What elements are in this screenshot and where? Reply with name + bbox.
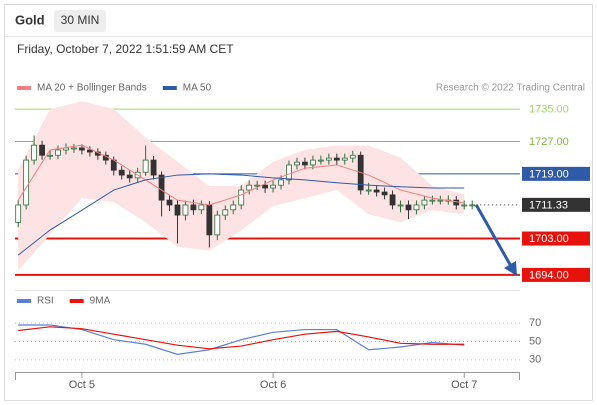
x-tick-label: Oct 5 (69, 379, 95, 391)
datetime: Friday, October 7, 2022 1:51:59 AM CET (17, 42, 234, 56)
candle-body (39, 144, 45, 156)
level-label: 1711.33 (529, 199, 568, 211)
x-tick-label: Oct 6 (260, 379, 286, 391)
level-label: 1703.00 (529, 233, 569, 245)
candle-body (286, 164, 292, 181)
level-label-box (522, 231, 590, 246)
legend-swatch (162, 86, 177, 90)
forecast-arrow (474, 204, 514, 269)
frame (4, 4, 593, 401)
ma-line (17, 144, 465, 206)
candle-body (206, 204, 213, 236)
candle-body (15, 204, 22, 223)
legend-label: MA 50 (183, 83, 212, 94)
candle-body (469, 204, 476, 207)
candle-body (294, 161, 300, 166)
candle-body (222, 209, 229, 216)
candle-body (126, 174, 133, 179)
y-tick-label: 70 (529, 317, 541, 329)
level-label-box (522, 166, 590, 181)
candle-body (278, 179, 284, 186)
candle-body (150, 159, 157, 176)
level-label: 1727.00 (529, 136, 569, 148)
candle-body (429, 199, 436, 202)
candle-body (79, 147, 85, 151)
candle-body (302, 161, 308, 166)
candle-body (389, 194, 396, 206)
legend-swatch (17, 86, 31, 90)
level-label-box (522, 267, 590, 282)
candle-body (413, 204, 420, 211)
legend-label: 9MA (90, 296, 111, 307)
candle-body (238, 189, 245, 206)
candle-body (453, 199, 460, 206)
candle-body (365, 189, 372, 192)
candle-body (437, 199, 444, 202)
candle-body (47, 154, 53, 157)
x-tick-label: Oct 7 (451, 379, 477, 391)
candle-body (461, 204, 468, 207)
credit: Research © 2022 Trading Central (436, 83, 585, 94)
legend-label: MA 20 + Bollinger Bands (37, 83, 147, 94)
level-label: 1719.00 (529, 168, 569, 180)
candle-body (270, 184, 276, 189)
timeframe-box (54, 10, 106, 32)
candle-body (246, 184, 253, 191)
legend-label: RSI (37, 296, 54, 307)
candle-body (325, 157, 332, 161)
candle-body (174, 204, 181, 216)
ma-line (17, 173, 465, 256)
candle-body (262, 184, 269, 189)
candle-body (230, 204, 237, 211)
candle-body (190, 204, 197, 211)
candle-body (198, 204, 205, 211)
candle-body (397, 204, 404, 207)
candle-body (381, 191, 388, 196)
candle-body (421, 199, 428, 206)
indicator-line (18, 326, 465, 350)
candle-body (310, 159, 316, 166)
candle-body (23, 159, 30, 206)
candle-body (317, 159, 324, 162)
candle-body (71, 147, 77, 150)
candle-body (158, 174, 165, 201)
timeframe[interactable]: 30 MIN (61, 13, 100, 27)
forecast-arrowhead (504, 261, 517, 276)
candle-body (373, 189, 380, 193)
candle-body (405, 204, 412, 211)
legend-swatch (17, 299, 31, 303)
candle-body (166, 199, 173, 206)
symbol: Gold (15, 12, 45, 27)
candle-body (55, 149, 61, 156)
candle-body (31, 144, 38, 161)
level-label-box (522, 197, 590, 212)
candle-body (86, 149, 93, 153)
candle-body (214, 214, 221, 236)
y-tick-label: 50 (529, 335, 541, 347)
candle-body (118, 169, 125, 176)
candle-body (142, 159, 149, 173)
level-label: 1694.00 (529, 269, 569, 281)
candle-body (349, 154, 356, 159)
legend-swatch (69, 299, 84, 303)
candle-body (333, 157, 340, 161)
y-tick-label: 30 (529, 354, 541, 366)
indicator-line (18, 324, 465, 355)
candle-body (182, 204, 189, 216)
candle-body (341, 157, 348, 161)
level-label: 1735.00 (529, 104, 569, 116)
